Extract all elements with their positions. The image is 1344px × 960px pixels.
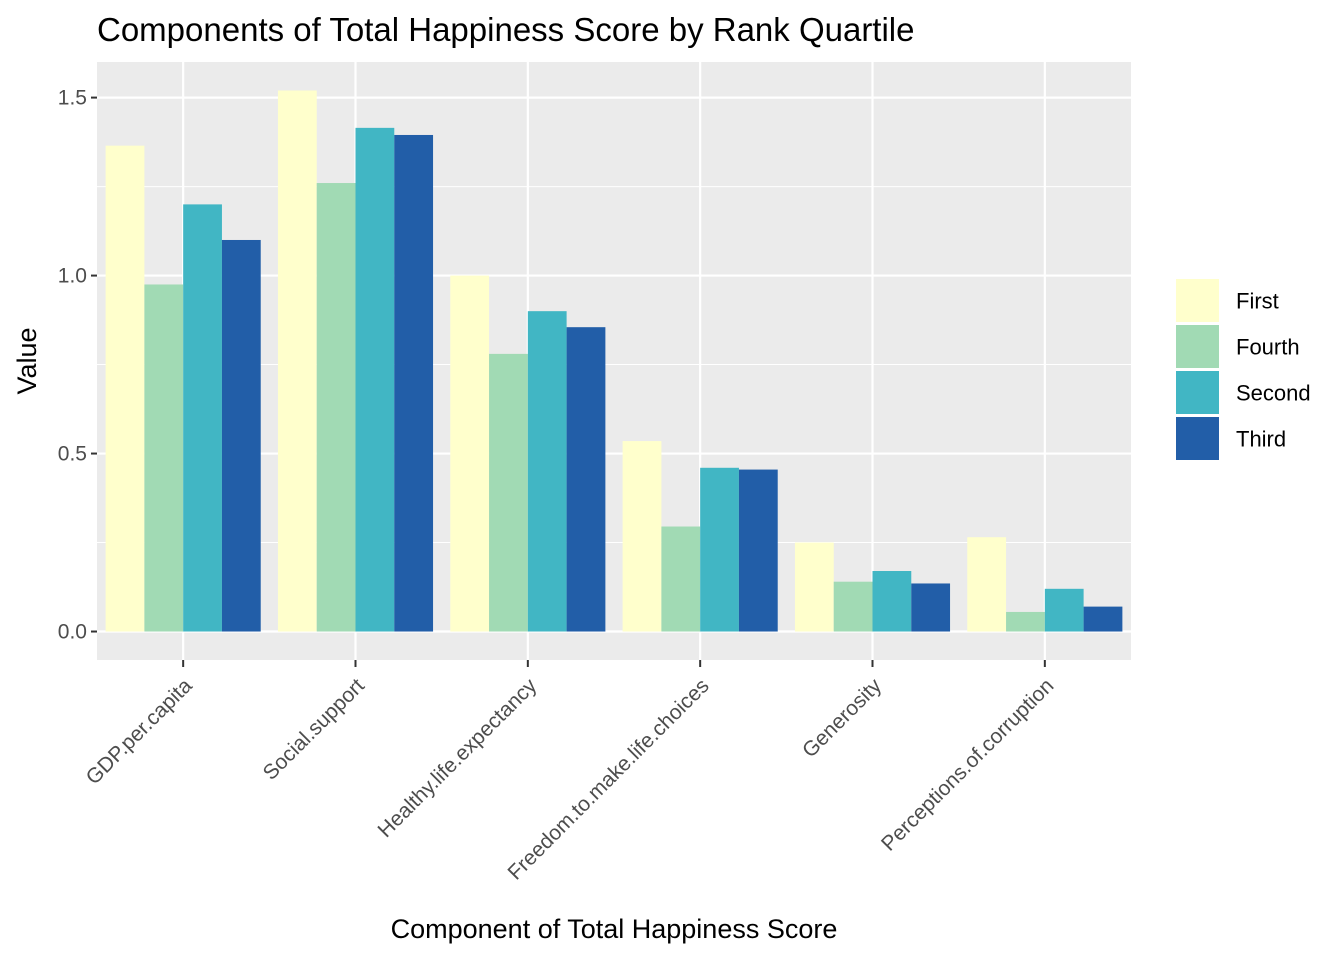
x-tick-label: Freedom.to.make.life.choices [503, 674, 713, 884]
x-tick-label: Social.support [259, 674, 369, 784]
legend-key [1176, 417, 1219, 460]
legend-key [1176, 325, 1219, 368]
bar [1044, 588, 1084, 632]
y-axis-title: Value [12, 327, 42, 394]
bar [794, 542, 834, 632]
legend: First Fourth Second Third [1176, 279, 1311, 460]
bar [1083, 606, 1123, 632]
legend-label: Fourth [1236, 335, 1300, 360]
y-axis: 0.0 0.5 1.0 1.5 [58, 87, 97, 644]
x-tick-label: Generosity [798, 674, 886, 762]
bar [872, 571, 912, 632]
bar [527, 311, 567, 632]
bar [355, 127, 395, 632]
bar [277, 90, 317, 632]
legend-key [1176, 371, 1219, 414]
bar [566, 327, 606, 632]
bar [911, 583, 951, 632]
bar [183, 204, 222, 632]
legend-key [1176, 279, 1219, 322]
bar [144, 284, 184, 632]
bar [450, 275, 490, 632]
legend-label: Third [1236, 427, 1286, 452]
x-tick-label: GDP.per.capita [82, 674, 197, 789]
bars [105, 90, 1123, 632]
x-tick-label: Healthy.life.expectancy [374, 674, 542, 842]
bar [316, 183, 356, 632]
chart-title: Components of Total Happiness Score by R… [97, 11, 915, 48]
legend-label: Second [1236, 381, 1311, 406]
y-tick-label: 0.5 [58, 443, 87, 466]
bar [1006, 611, 1045, 632]
legend-label: First [1236, 289, 1279, 314]
bar [700, 467, 739, 632]
bar [833, 581, 873, 632]
bar [489, 353, 528, 632]
bar [394, 134, 434, 632]
bar [622, 441, 662, 632]
x-axis-title: Component of Total Happiness Score [391, 914, 838, 944]
bar [661, 526, 701, 632]
bar [221, 239, 261, 632]
bar [105, 145, 145, 632]
y-tick-label: 1.5 [58, 87, 87, 110]
y-tick-label: 0.0 [58, 621, 87, 644]
x-tick-label: Perceptions.of.corruption [877, 674, 1058, 855]
bar [738, 469, 778, 632]
y-tick-label: 1.0 [58, 265, 87, 288]
plot-panel [97, 62, 1131, 660]
bar [967, 537, 1007, 632]
minor-gridlines [97, 186, 1131, 544]
x-axis: GDP.per.capita Social.support Healthy.life… [82, 660, 1058, 884]
